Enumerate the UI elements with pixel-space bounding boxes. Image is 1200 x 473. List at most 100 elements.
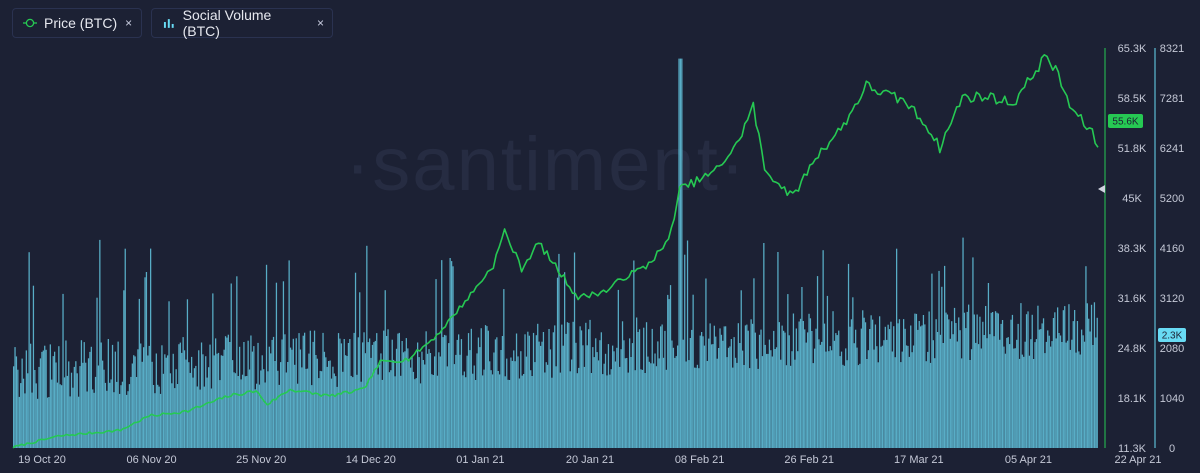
social-volume-bar bbox=[99, 239, 101, 448]
social-volume-bar bbox=[422, 360, 424, 448]
social-volume-bar bbox=[797, 351, 799, 448]
social-volume-bar bbox=[354, 272, 357, 448]
social-volume-bar bbox=[1042, 318, 1045, 448]
social-volume-bar bbox=[258, 384, 261, 448]
social-volume-bar bbox=[176, 384, 179, 448]
social-volume-bar bbox=[510, 357, 512, 448]
social-volume-bar bbox=[217, 352, 220, 448]
social-volume-bar bbox=[24, 393, 26, 448]
social-volume-bar bbox=[1089, 331, 1091, 448]
social-volume-bar bbox=[370, 357, 372, 448]
social-volume-bar bbox=[1093, 302, 1096, 448]
price-axis: 65.3K 58.5K 51.8K 45K 38.3K 31.6K 24.8K 18.1K 11… bbox=[1118, 43, 1147, 455]
close-icon[interactable]: × bbox=[125, 16, 133, 30]
social-volume-bar bbox=[55, 362, 57, 448]
social-volume-bar bbox=[1083, 341, 1086, 448]
social-volume-bar bbox=[540, 345, 542, 448]
social-volume-metric-chip[interactable]: Social Volume (BTC) × bbox=[151, 7, 333, 39]
social-volume-bar bbox=[719, 328, 721, 448]
social-volume-bar bbox=[140, 343, 142, 448]
social-volume-bar bbox=[182, 337, 184, 448]
social-volume-bar bbox=[850, 319, 853, 448]
social-volume-bar bbox=[1071, 339, 1073, 448]
social-volume-bar bbox=[356, 374, 358, 448]
social-volume-current-badge: 2.3K bbox=[1158, 328, 1186, 342]
date-axis-tick-label: 17 Mar 21 bbox=[894, 454, 944, 466]
social-volume-bar bbox=[386, 336, 388, 448]
social-volume-bar bbox=[753, 278, 755, 448]
social-volume-bar bbox=[205, 356, 207, 448]
social-volume-bar bbox=[798, 321, 800, 448]
social-volume-bar bbox=[582, 345, 584, 448]
social-volume-bar bbox=[863, 317, 865, 448]
social-volume-bar bbox=[192, 377, 194, 448]
social-volume-bar bbox=[1013, 348, 1015, 448]
social-volume-bar bbox=[596, 352, 598, 448]
social-volume-bar bbox=[35, 383, 37, 448]
social-volume-bar bbox=[224, 336, 227, 448]
close-icon[interactable]: × bbox=[316, 16, 324, 30]
social-volume-bar bbox=[818, 339, 820, 448]
social-volume-bar bbox=[295, 338, 297, 448]
social-volume-bar bbox=[517, 356, 519, 448]
social-volume-bar bbox=[400, 375, 402, 448]
social-volume-bar bbox=[938, 270, 940, 448]
social-volume-bar bbox=[138, 298, 140, 448]
date-axis-tick-label: 05 Apr 21 bbox=[1005, 454, 1052, 466]
price-metric-chip[interactable]: Price (BTC) × bbox=[12, 8, 142, 38]
social-volume-bar bbox=[1074, 310, 1076, 448]
social-volume-bar bbox=[555, 366, 557, 448]
social-volume-bar bbox=[925, 361, 927, 448]
social-volume-bar bbox=[650, 363, 652, 448]
social-volume-bar bbox=[900, 362, 902, 448]
social-volume-bar bbox=[1064, 306, 1066, 448]
social-volume-bar bbox=[113, 392, 115, 448]
social-volume-bar bbox=[920, 326, 922, 448]
social-volume-bar bbox=[491, 374, 494, 448]
social-volume-bar bbox=[489, 361, 491, 448]
social-volume-bar bbox=[549, 349, 552, 448]
social-volume-bar bbox=[737, 323, 739, 448]
social-volume-bar bbox=[369, 338, 371, 448]
social-volume-bar bbox=[25, 350, 27, 448]
social-volume-bar bbox=[203, 386, 205, 448]
price-axis-tick-label: 58.5K bbox=[1118, 93, 1147, 105]
social-volume-bar bbox=[754, 332, 756, 448]
social-volume-bar bbox=[15, 356, 18, 448]
social-volume-bar bbox=[710, 344, 713, 448]
social-volume-bar bbox=[402, 352, 405, 448]
social-volume-bar bbox=[284, 334, 286, 448]
social-volume-bar bbox=[247, 340, 249, 448]
social-volume-bar bbox=[169, 373, 172, 448]
social-volume-bar bbox=[946, 314, 949, 448]
social-volume-bar bbox=[979, 316, 981, 448]
social-volume-bar bbox=[462, 375, 464, 448]
social-volume-bar bbox=[154, 393, 156, 448]
social-volume-axis-tick-label: 3120 bbox=[1160, 293, 1184, 305]
social-volume-bar bbox=[905, 345, 908, 448]
social-volume-bar bbox=[835, 333, 837, 448]
social-volume-bar bbox=[362, 342, 364, 448]
social-volume-bar bbox=[655, 366, 658, 448]
social-volume-bar bbox=[305, 368, 307, 448]
social-volume-bar bbox=[168, 301, 170, 448]
social-volume-bar bbox=[59, 384, 61, 448]
social-volume-bar bbox=[278, 384, 280, 448]
social-volume-bar bbox=[959, 330, 961, 448]
social-volume-bar bbox=[162, 373, 165, 448]
social-volume-bar bbox=[809, 318, 812, 448]
social-volume-bar bbox=[209, 344, 211, 448]
social-volume-bar bbox=[580, 330, 583, 448]
social-volume-current-value: 2.3K bbox=[1162, 331, 1183, 342]
social-volume-bar bbox=[453, 364, 456, 448]
social-volume-bar bbox=[556, 277, 559, 448]
social-volume-bar bbox=[328, 361, 330, 448]
social-volume-bar bbox=[901, 351, 903, 448]
social-volume-bar bbox=[838, 330, 840, 448]
social-volume-bar bbox=[73, 366, 75, 448]
social-volume-bar bbox=[541, 341, 543, 448]
scale-handle-icon[interactable] bbox=[1098, 185, 1105, 193]
social-volume-bar bbox=[417, 342, 419, 448]
social-volume-bar bbox=[32, 285, 35, 448]
social-volume-bar bbox=[1033, 359, 1035, 448]
